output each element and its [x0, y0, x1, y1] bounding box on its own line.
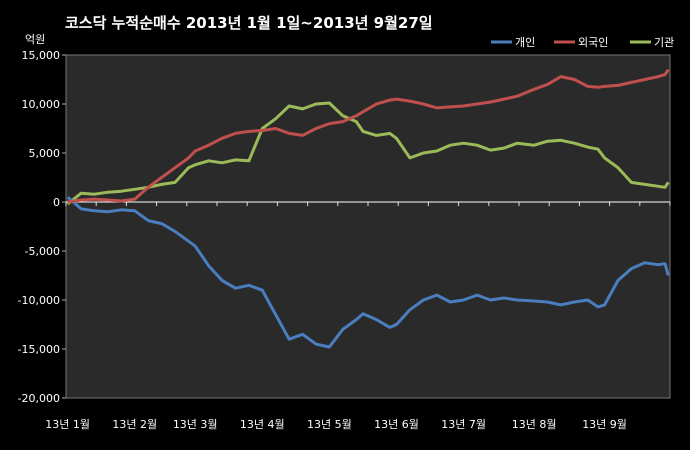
legend-label-institution: 기관 — [654, 36, 674, 49]
y-tick-label: -5,000 — [25, 245, 60, 258]
y-axis: 15,000 10,000 5,000 0 -5,000 -10,000 -15,000 -2… — [18, 49, 66, 405]
y-tick-label: 15,000 — [22, 49, 61, 62]
y-tick-label: 10,000 — [22, 98, 61, 111]
x-tick-label: 13년 5월 — [307, 418, 352, 431]
y-tick-label: -20,000 — [18, 392, 60, 405]
plot-area — [65, 54, 671, 399]
series-line-foreign — [67, 68, 670, 204]
x-tick-label: 13년 2월 — [112, 418, 157, 431]
legend-label-individual: 개인 — [515, 36, 535, 49]
unit-label: 억원 — [25, 33, 45, 46]
x-tick-label: 13년 7월 — [441, 418, 486, 431]
x-axis: 13년 1월 13년 2월 13년 3월 13년 4월 13년 5월 13년 6월 13년 … — [45, 202, 671, 431]
chart-title: 코스닥 누적순매수 2013년 1월 1일~2013년 9월27일 — [65, 14, 433, 32]
y-tick-label: -15,000 — [18, 343, 60, 356]
y-tick-label: -10,000 — [18, 294, 60, 307]
legend-label-foreign: 외국인 — [578, 36, 608, 49]
x-tick-label: 13년 9월 — [582, 418, 627, 431]
legend-item-institution: 기관 — [630, 36, 674, 49]
legend: 개인 외국인 기관 — [491, 36, 674, 49]
y-tick-label: 0 — [53, 196, 60, 209]
y-tick-label: 5,000 — [29, 147, 61, 160]
x-tick-label: 13년 4월 — [240, 418, 285, 431]
legend-item-foreign: 외국인 — [554, 36, 608, 49]
x-tick-label: 13년 6월 — [374, 418, 419, 431]
series-layer — [66, 68, 670, 349]
x-tick-label: 13년 8월 — [512, 418, 557, 431]
series-line-individual — [66, 195, 670, 349]
x-tick-label: 13년 1월 — [45, 418, 90, 431]
series-line-institution — [66, 101, 670, 206]
legend-item-individual: 개인 — [491, 36, 535, 49]
x-tick-label: 13년 3월 — [173, 418, 218, 431]
